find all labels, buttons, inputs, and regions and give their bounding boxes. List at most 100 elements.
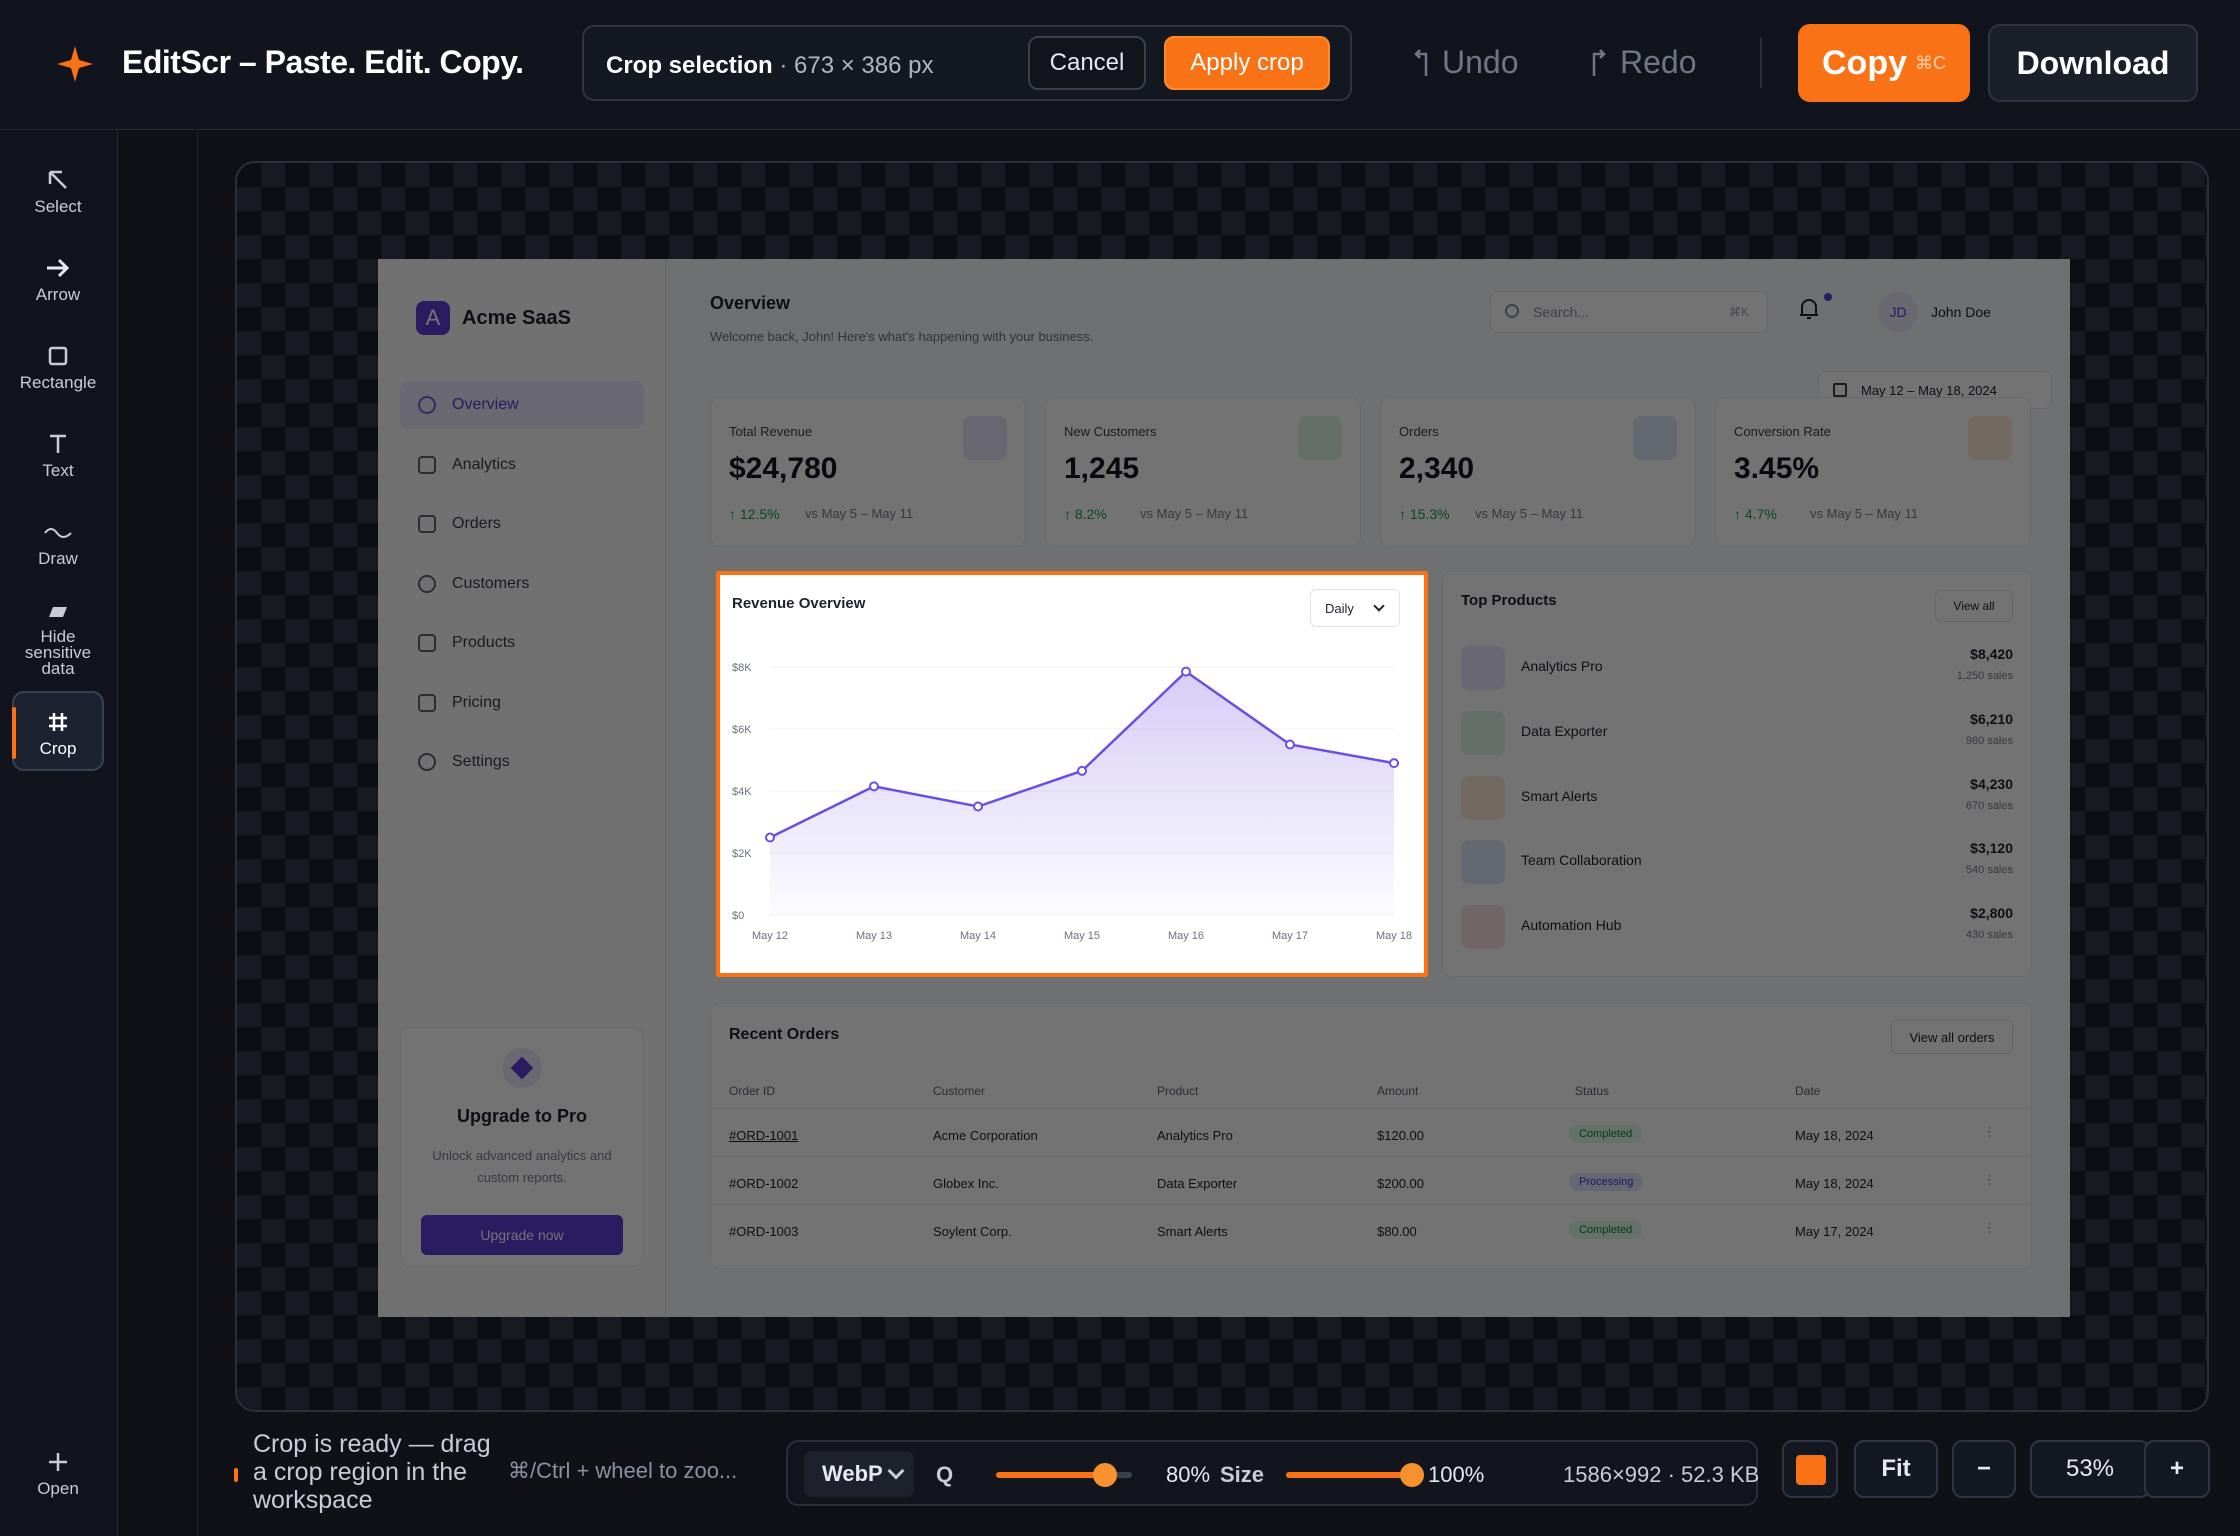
product-name: Automation Hub: [1521, 917, 1622, 933]
data-point: [765, 832, 775, 843]
x-tick-label: May 12: [752, 930, 788, 942]
tool-rectangle[interactable]: Rectangle: [12, 345, 104, 391]
kpi-delta: ↑ 8.2%: [1064, 506, 1107, 522]
column-header: Status: [1575, 1084, 1610, 1098]
product-sales: 1,250 sales: [1956, 670, 2013, 682]
product-icon: [1461, 905, 1505, 949]
product-row: Automation Hub $2,800 430 sales: [1461, 899, 2013, 955]
crop-icon: [49, 713, 67, 731]
x-tick-label: May 18: [1376, 930, 1412, 942]
kpi-delta: ↑ 4.7%: [1734, 506, 1777, 522]
page-title: Overview: [710, 293, 791, 313]
quality-slider[interactable]: [996, 1463, 1132, 1487]
tool-text[interactable]: Text: [12, 433, 104, 479]
copy-shortcut: ⌘C: [1915, 52, 1946, 73]
product-amount: $3,120: [1970, 840, 2013, 856]
apply-crop-button[interactable]: Apply crop: [1164, 36, 1330, 90]
tool-arrow[interactable]: Arrow: [12, 257, 104, 303]
row-divider: [711, 1204, 2033, 1205]
app-sidebar: A Acme SaaS Overview Analytics Orders Cu…: [378, 259, 666, 1317]
product-row: Analytics Pro $8,420 1,250 sales: [1461, 640, 2013, 696]
order-customer: Globex Inc.: [933, 1176, 999, 1191]
tool-crop[interactable]: Crop: [12, 691, 104, 771]
tool-label: Hide sensitive data: [24, 627, 92, 678]
row-divider: [711, 1108, 2033, 1109]
redo-label: Redo: [1620, 44, 1697, 80]
order-amount: $120.00: [1377, 1128, 1424, 1143]
calendar-icon: [1833, 383, 1847, 397]
top-bar: EditScr – Paste. Edit. Copy. Crop select…: [0, 0, 2240, 130]
kpi-delta: ↑ 12.5%: [729, 506, 780, 522]
crop-dimensions: · 673 × 386 px: [779, 52, 934, 79]
tool-label: Rectangle: [19, 373, 97, 392]
product-amount: $8,420: [1970, 646, 2013, 662]
nav-label: Pricing: [452, 694, 501, 711]
order-id: #ORD-1003: [729, 1224, 799, 1239]
user-name: John Doe: [1931, 304, 1991, 320]
kpi-value: 2,340: [1399, 452, 1475, 485]
eraser-icon: [49, 607, 67, 617]
status-badge: Completed: [1569, 1125, 1643, 1143]
download-button[interactable]: Download: [1988, 24, 2198, 102]
order-amount: $80.00: [1377, 1224, 1417, 1239]
x-tick-label: May 15: [1064, 930, 1100, 942]
tool-label: Select: [34, 197, 82, 216]
order-amount: $200.00: [1377, 1176, 1424, 1191]
product-amount: $6,210: [1970, 711, 2013, 727]
layers-column: [118, 131, 198, 1536]
kpi-card: Total Revenue $24,780 ↑ 12.5% vs May 5 –…: [710, 397, 1026, 547]
tag-icon: [418, 634, 436, 652]
zoom-out-button[interactable]: −: [1952, 1440, 2016, 1498]
color-picker-button[interactable]: [1782, 1440, 1838, 1498]
order-id: #ORD-1001: [729, 1128, 799, 1143]
tool-draw[interactable]: Draw: [12, 521, 104, 567]
fit-button[interactable]: Fit: [1854, 1440, 1938, 1498]
kpi-card: New Customers 1,245 ↑ 8.2% vs May 5 – Ma…: [1045, 397, 1361, 547]
cursor-icon: [48, 170, 67, 189]
x-tick-label: May 13: [856, 930, 892, 942]
copy-label: Copy: [1822, 43, 1907, 82]
data-point: [1077, 765, 1087, 776]
status-message: Crop is ready — drag a crop region in th…: [253, 1430, 491, 1514]
tool-sidebar: Select Arrow Rectangle Text Draw Hide se…: [0, 131, 118, 1536]
zoom-level[interactable]: 53%: [2030, 1440, 2150, 1498]
users-icon: [418, 575, 436, 593]
open-button[interactable]: Open: [12, 1451, 104, 1497]
workspace-canvas[interactable]: A Acme SaaS Overview Analytics Orders Cu…: [235, 161, 2209, 1412]
cancel-button[interactable]: Cancel: [1028, 36, 1146, 90]
undo-button[interactable]: Undo: [1410, 44, 1519, 81]
bell-icon: [1800, 299, 1818, 319]
nav-label: Overview: [452, 396, 519, 413]
dollar-icon: [963, 416, 1007, 460]
copy-button[interactable]: Copy ⌘C: [1798, 24, 1970, 102]
format-value: WebP: [822, 1461, 883, 1486]
zoom-hint: ⌘/Ctrl + wheel to zoo...: [508, 1458, 738, 1483]
size-slider[interactable]: [1286, 1463, 1424, 1487]
size-slider-knob[interactable]: [1400, 1463, 1424, 1487]
interval-select: Daily: [1310, 589, 1400, 627]
search-icon: [1505, 304, 1519, 318]
squiggle-icon: [44, 528, 72, 538]
product-name: Team Collaboration: [1521, 852, 1642, 868]
format-select[interactable]: WebP: [804, 1451, 914, 1497]
rectangle-icon: [48, 346, 68, 366]
zoom-in-button[interactable]: +: [2144, 1440, 2210, 1498]
crop-region[interactable]: Revenue Overview Daily $0 $2K $4K $6K $8K May…: [716, 571, 1428, 977]
order-date: May 18, 2024: [1795, 1128, 1874, 1143]
quality-slider-knob[interactable]: [1092, 1463, 1117, 1487]
brand: A Acme SaaS: [416, 301, 571, 335]
status-badge: Processing: [1569, 1173, 1644, 1191]
kpi-value: $24,780: [729, 452, 838, 485]
data-point: [1181, 666, 1191, 677]
tool-hide-sensitive-data[interactable]: Hide sensitive data: [12, 605, 104, 677]
redo-button[interactable]: Redo: [1588, 44, 1697, 81]
product-amount: $4,230: [1970, 776, 2013, 792]
nav-label: Orders: [452, 515, 501, 532]
tool-label: Arrow: [35, 285, 81, 304]
kpi-comparison: vs May 5 – May 11: [805, 506, 914, 521]
column-header: Amount: [1377, 1084, 1419, 1098]
product-icon: [1461, 711, 1505, 755]
tool-select[interactable]: Select: [12, 169, 104, 215]
active-tool-indicator: [12, 707, 16, 759]
gear-icon: [418, 753, 436, 771]
